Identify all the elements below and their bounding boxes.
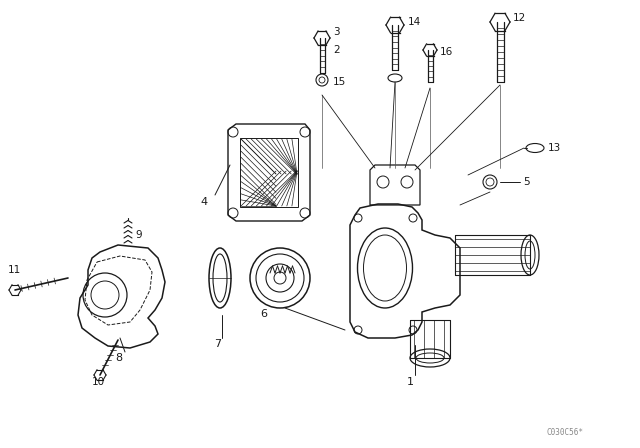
- Text: 4: 4: [200, 197, 207, 207]
- Text: 9: 9: [135, 230, 141, 240]
- Text: 5: 5: [523, 177, 530, 187]
- Text: 2: 2: [333, 45, 340, 55]
- Text: 8: 8: [115, 353, 122, 363]
- Text: 6: 6: [260, 309, 267, 319]
- Text: 15: 15: [333, 77, 346, 87]
- Text: 3: 3: [333, 27, 340, 37]
- Text: 14: 14: [408, 17, 421, 27]
- Text: 13: 13: [548, 143, 561, 153]
- Text: 1: 1: [406, 377, 413, 387]
- Text: 16: 16: [440, 47, 453, 57]
- Text: 10: 10: [92, 377, 105, 387]
- Text: C030C56*: C030C56*: [547, 427, 584, 436]
- Text: 7: 7: [214, 339, 221, 349]
- Text: 12: 12: [513, 13, 526, 23]
- Text: 11: 11: [8, 265, 21, 275]
